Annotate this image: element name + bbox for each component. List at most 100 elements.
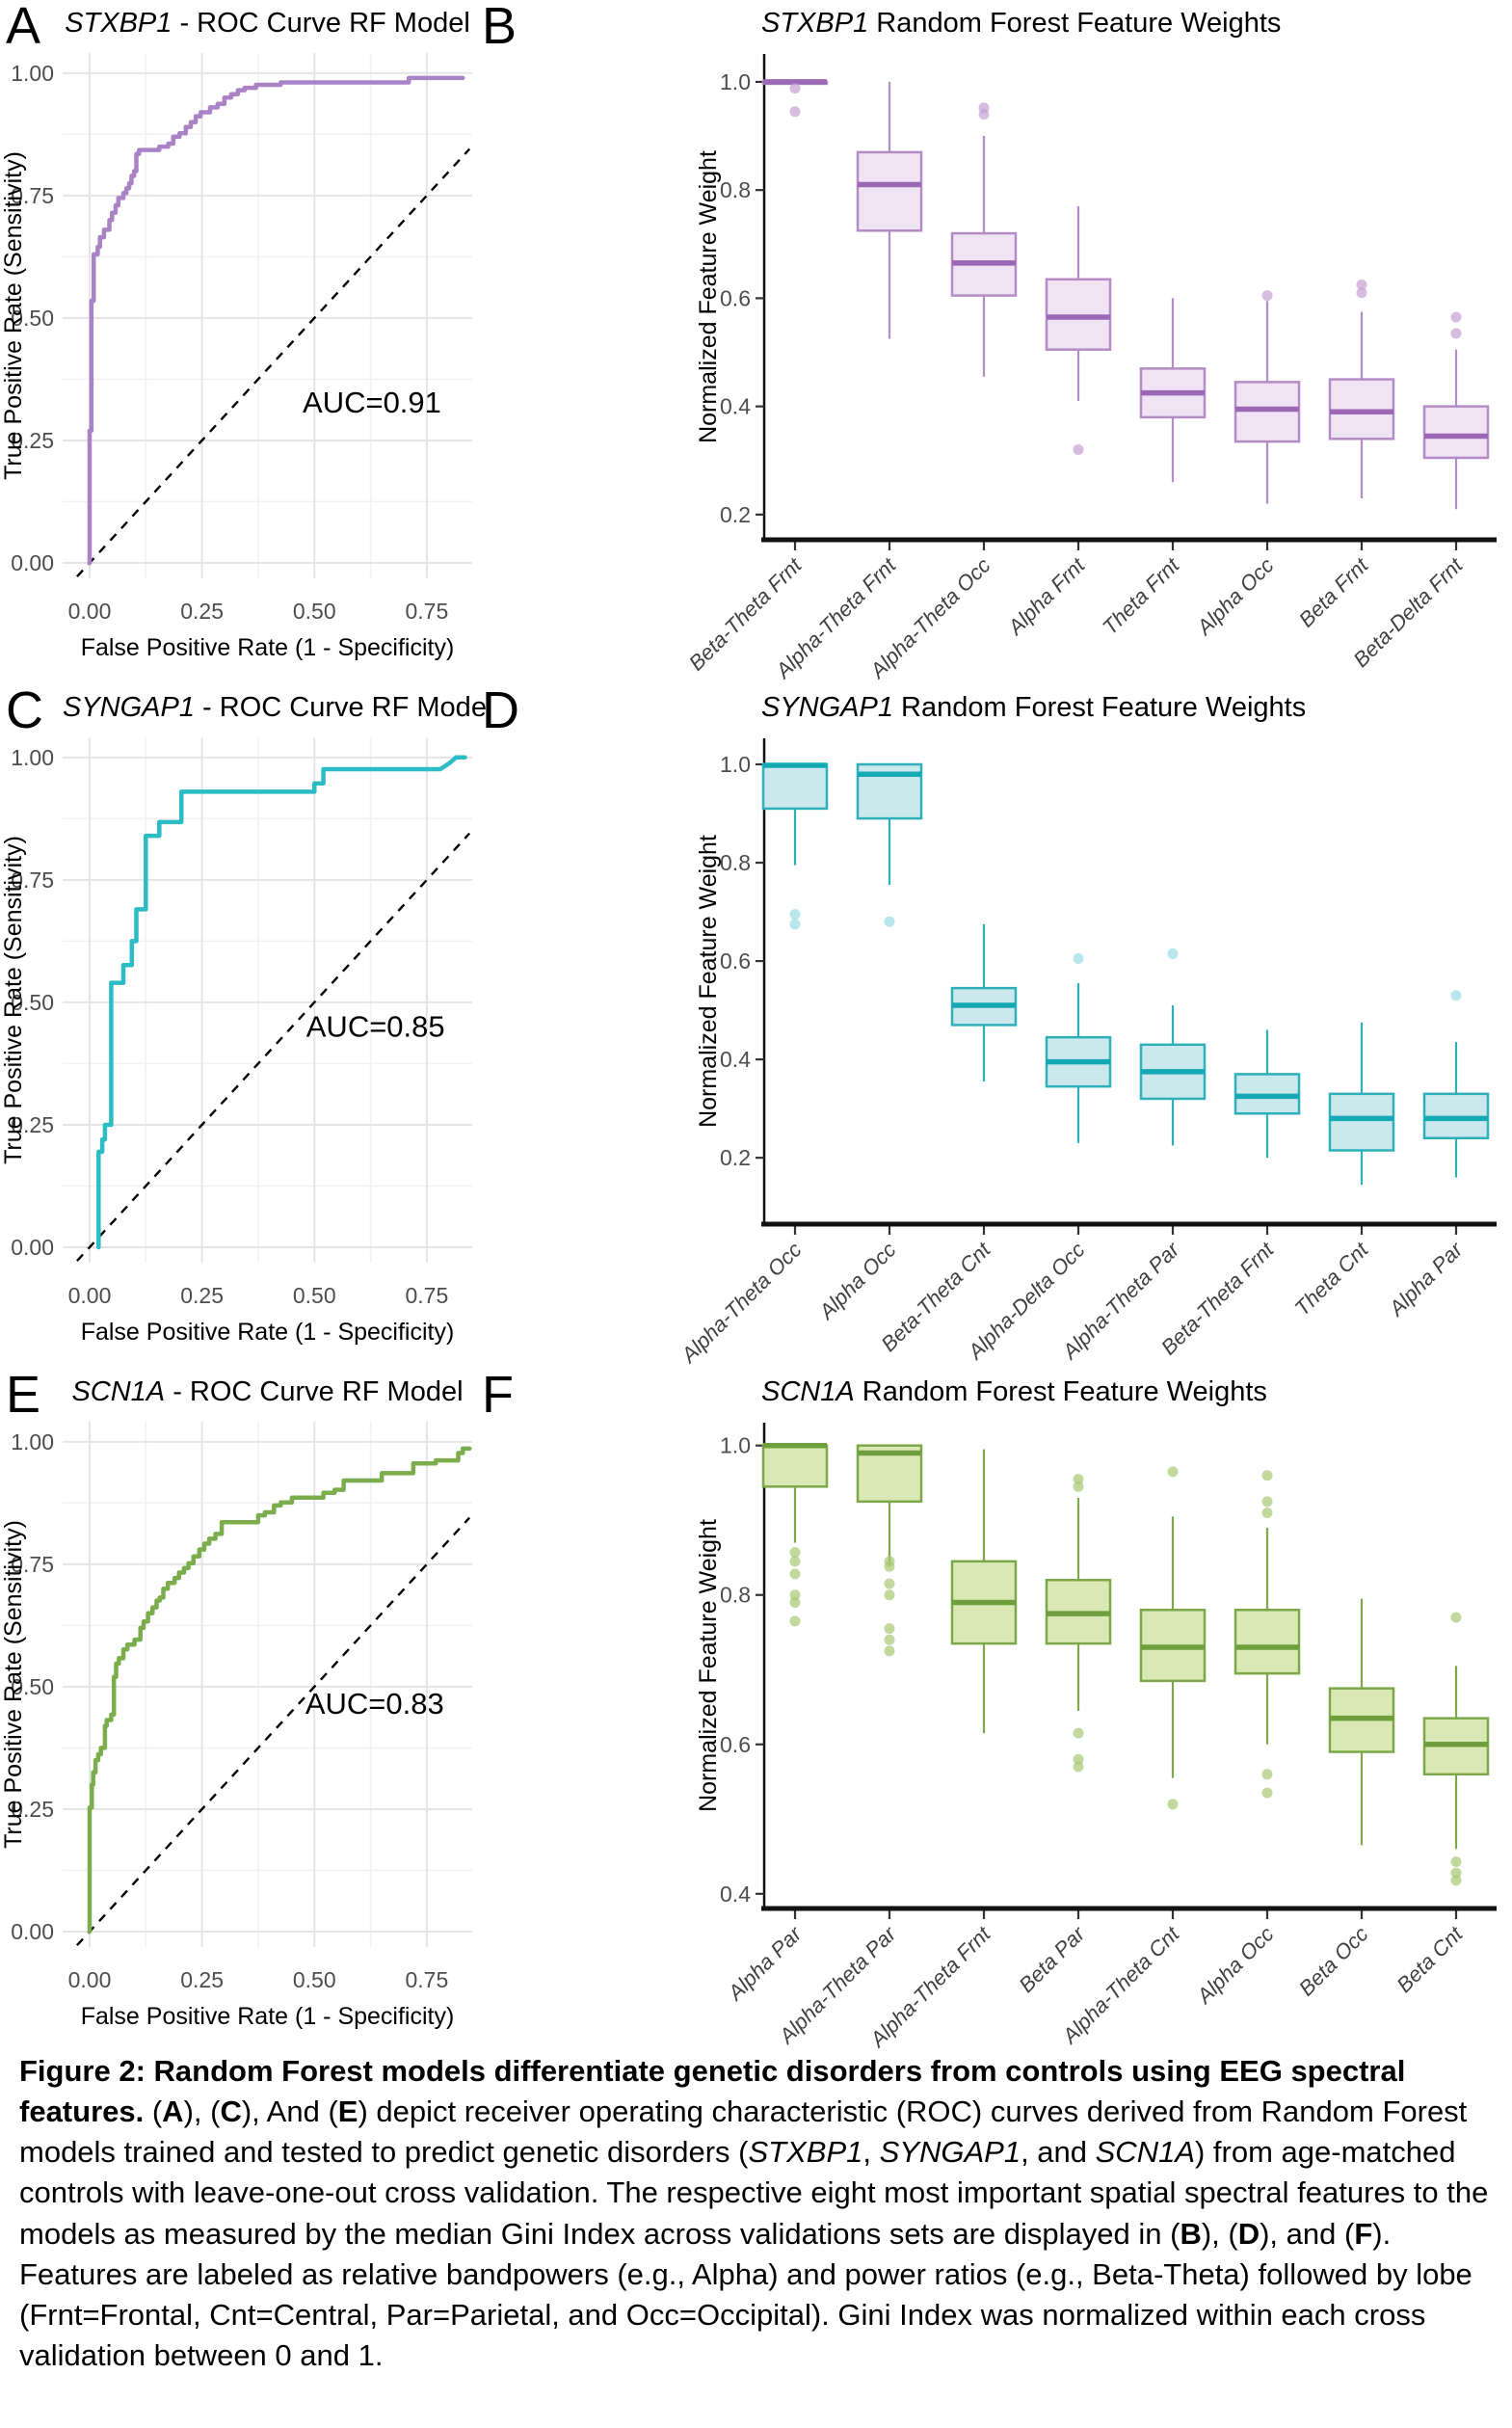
svg-text:0.00: 0.00 [68,1967,112,1992]
svg-text:0.50: 0.50 [11,1674,54,1699]
svg-text:Normalized Feature Weight: Normalized Feature Weight [695,1519,722,1812]
svg-text:AUC=0.91: AUC=0.91 [303,386,441,419]
panel-e-title: SCN1A - ROC Curve RF Model [63,1376,472,1408]
svg-text:Alpha-Theta Occ: Alpha-Theta Occ [676,1238,807,1369]
svg-text:AUC=0.85: AUC=0.85 [306,1009,445,1043]
svg-text:True Positive Rate (Sensitivit: True Positive Rate (Sensitivity) [0,1520,27,1849]
panel-letter-f: F [482,1366,514,1424]
svg-text:0.2: 0.2 [720,1145,751,1170]
svg-text:1.00: 1.00 [11,1429,54,1454]
svg-text:1.00: 1.00 [11,61,54,86]
svg-text:Alpha Occ: Alpha Occ [1191,553,1279,641]
panel-f-title: SCN1A Random Forest Feature Weights [761,1376,1267,1408]
svg-text:Normalized Feature Weight: Normalized Feature Weight [695,150,722,443]
svg-text:0.00: 0.00 [11,550,54,575]
svg-text:1.0: 1.0 [720,69,751,94]
panel-e-roc-scn1a: E SCN1A - ROC Curve RF Model 0.00 0.25 0.5… [0,1369,482,2053]
title-rest: Random Forest Feature Weights [854,1376,1267,1407]
svg-text:0.8: 0.8 [720,1583,751,1608]
gene-name: SCN1A [761,1376,855,1407]
panel-a-title: STXBP1 - ROC Curve RF Model [63,8,472,40]
svg-text:0.75: 0.75 [405,1967,448,1992]
gene-name: SYNGAP1 [761,692,893,723]
svg-text:Alpha Occ: Alpha Occ [1191,1922,1279,2010]
svg-text:0.4: 0.4 [720,1881,751,1907]
svg-text:1.00: 1.00 [11,745,54,770]
svg-text:0.25: 0.25 [180,1967,224,1992]
svg-text:0.25: 0.25 [180,1283,224,1308]
svg-text:0.75: 0.75 [11,867,54,893]
svg-text:0.50: 0.50 [11,990,54,1015]
svg-text:Alpha Par: Alpha Par [1383,1237,1469,1322]
svg-text:Theta Frnt: Theta Frnt [1098,552,1184,639]
title-rest: Random Forest Feature Weights [868,8,1282,39]
svg-text:0.50: 0.50 [293,599,336,624]
panel-d-title: SYNGAP1 Random Forest Feature Weights [761,692,1306,724]
svg-text:Theta Cnt: Theta Cnt [1290,1237,1374,1321]
svg-text:0.75: 0.75 [405,1283,448,1308]
panel-c-title: SYNGAP1 - ROC Curve RF Model [63,692,492,724]
title-rest: - ROC Curve RF Model [172,8,470,39]
svg-text:Beta Frnt: Beta Frnt [1294,552,1373,631]
title-rest: - ROC Curve RF Model [165,1376,464,1407]
panel-b-boxplot-stxbp1: B STXBP1 Random Forest Feature Weights 0… [482,0,1512,684]
panel-letter-a: A [6,0,41,55]
svg-text:0.2: 0.2 [720,502,751,527]
svg-text:0.8: 0.8 [720,850,751,875]
svg-text:0.00: 0.00 [11,1919,54,1944]
svg-text:0.00: 0.00 [68,1283,112,1308]
svg-text:0.4: 0.4 [720,1047,751,1072]
svg-text:0.6: 0.6 [720,1732,751,1757]
svg-text:AUC=0.83: AUC=0.83 [305,1687,444,1721]
svg-text:0.00: 0.00 [68,599,112,624]
title-rest: - ROC Curve RF Model [195,692,493,723]
roc-chart-stxbp1: 0.00 0.25 0.50 0.75 1.00 0.00 0.25 0.50 0.75 Fals… [0,53,472,661]
svg-text:0.25: 0.25 [180,599,224,624]
svg-text:0.25: 0.25 [11,428,54,453]
svg-text:True Positive Rate (Sensitivit: True Positive Rate (Sensitivity) [0,151,27,480]
title-rest: Random Forest Feature Weights [893,692,1307,723]
svg-text:Beta Cnt: Beta Cnt [1392,1921,1468,1997]
panel-letter-c: C [6,681,43,739]
gene-name: SYNGAP1 [63,692,195,723]
figure-caption: Figure 2: Random Forest models different… [19,2054,1489,2373]
panel-c-roc-syngap1: C SYNGAP1 - ROC Curve RF Model 0.00 0.25 0… [0,681,492,1369]
svg-text:0.4: 0.4 [720,394,751,419]
svg-text:Normalized Feature Weight: Normalized Feature Weight [695,835,722,1128]
svg-text:True Positive Rate (Sensitivit: True Positive Rate (Sensitivity) [0,836,27,1164]
svg-text:Beta Par: Beta Par [1014,1921,1090,1997]
gene-name: SCN1A [71,1376,166,1407]
panel-letter-d: D [482,681,519,739]
gene-name: STXBP1 [65,8,172,39]
svg-text:0.50: 0.50 [293,1283,336,1308]
svg-text:1.0: 1.0 [720,752,751,777]
svg-text:False Positive Rate (1 - Speci: False Positive Rate (1 - Specificity) [81,2003,455,2030]
svg-text:0.75: 0.75 [11,1552,54,1577]
panel-f-boxplot-scn1a: F SCN1A Random Forest Feature Weights 0.… [482,1369,1512,2053]
svg-text:0.6: 0.6 [720,285,751,310]
gene-name: STXBP1 [761,8,869,39]
svg-text:False Positive Rate (1 - Speci: False Positive Rate (1 - Specificity) [81,634,455,661]
svg-text:0.50: 0.50 [293,1967,336,1992]
panel-letter-e: E [6,1366,41,1424]
svg-text:1.0: 1.0 [720,1433,751,1458]
svg-text:0.50: 0.50 [11,306,54,331]
svg-text:False Positive Rate (1 - Speci: False Positive Rate (1 - Specificity) [81,1319,455,1346]
roc-chart-syngap1: 0.00 0.25 0.50 0.75 1.00 0.00 0.25 0.50 0.75 Fals… [0,737,472,1346]
svg-text:0.25: 0.25 [11,1112,54,1137]
panel-a-roc-stxbp1: A STXBP1 - ROC Curve RF Model 0.00 0.25 0.… [0,0,482,684]
svg-text:Beta Occ: Beta Occ [1294,1922,1373,2001]
svg-text:Alpha Frnt: Alpha Frnt [1002,552,1090,640]
panel-b-title: STXBP1 Random Forest Feature Weights [761,8,1281,40]
svg-text:Alpha Par: Alpha Par [722,1921,808,2007]
svg-text:0.75: 0.75 [405,599,448,624]
svg-text:0.8: 0.8 [720,177,751,202]
panel-letter-b: B [482,0,517,55]
svg-text:0.6: 0.6 [720,948,751,974]
panel-d-boxplot-syngap1: D SYNGAP1 Random Forest Feature Weights … [482,684,1512,1369]
svg-text:0.00: 0.00 [11,1235,54,1260]
